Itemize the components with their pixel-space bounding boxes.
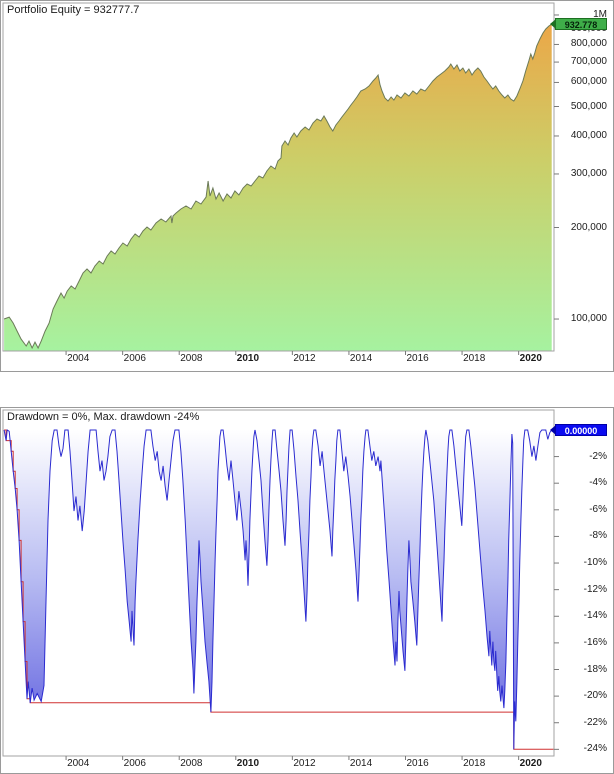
x-tick-label: 2020 bbox=[519, 758, 542, 769]
x-tick-label: 2012 bbox=[293, 758, 316, 769]
y-tick-label: 400,000 bbox=[570, 129, 607, 141]
plot-border bbox=[2, 2, 555, 352]
badge-arrow-icon bbox=[550, 19, 556, 29]
x-tick-label: 2010 bbox=[236, 353, 260, 364]
x-tick-label: 2018 bbox=[463, 353, 486, 364]
plot-border bbox=[2, 409, 555, 757]
x-tick-label: 2014 bbox=[349, 758, 373, 769]
drawdown-chart-panel: Drawdown = 0%, Max. drawdown -24% 0.0000… bbox=[0, 407, 614, 774]
x-tick-label: 2004 bbox=[67, 758, 90, 769]
y-tick-label: 100,000 bbox=[570, 313, 607, 325]
series-line bbox=[3, 429, 553, 750]
area-fill bbox=[4, 430, 552, 750]
y-tick-label: -2% bbox=[589, 450, 607, 462]
y-tick-label: -8% bbox=[589, 530, 607, 542]
equity-plot-svg bbox=[2, 2, 559, 355]
area-fill bbox=[4, 24, 552, 351]
y-tick-label: 300,000 bbox=[570, 167, 607, 179]
x-tick-label: 2008 bbox=[180, 758, 203, 769]
y-tick-label: -22% bbox=[583, 716, 607, 728]
equity-badge-label: 932.778 bbox=[564, 20, 598, 30]
drawdown-plot-svg bbox=[2, 409, 559, 760]
x-tick-label: 2016 bbox=[406, 353, 429, 364]
drawdown-badge-label: 0.00000 bbox=[564, 426, 598, 436]
series-line bbox=[3, 23, 552, 350]
x-tick-label: 2010 bbox=[236, 758, 260, 769]
equity-value-badge: 932.778 bbox=[550, 18, 607, 30]
x-tick-label: 2018 bbox=[463, 758, 486, 769]
y-tick-label: -12% bbox=[583, 583, 607, 595]
y-tick-label: -18% bbox=[583, 663, 607, 675]
x-tick-label: 2012 bbox=[293, 353, 316, 364]
x-tick-label: 2006 bbox=[123, 353, 146, 364]
y-tick-label: 200,000 bbox=[570, 221, 607, 233]
x-tick-label: 2014 bbox=[349, 353, 373, 364]
x-tick-label: 2020 bbox=[519, 353, 542, 364]
equity-chart-panel: Portfolio Equity = 932777.7 932.778 1M90… bbox=[0, 0, 614, 372]
drawdown-chart-title: Drawdown = 0%, Max. drawdown -24% bbox=[7, 411, 200, 423]
y-tick-label: -6% bbox=[589, 503, 607, 515]
equity-chart-title: Portfolio Equity = 932777.7 bbox=[7, 4, 140, 16]
x-tick-label: 2004 bbox=[67, 353, 90, 364]
y-tick-label: 700,000 bbox=[570, 56, 607, 68]
max-drawdown-line bbox=[4, 429, 554, 750]
y-tick-label: 1M bbox=[593, 8, 607, 20]
y-tick-label: -14% bbox=[583, 610, 607, 622]
y-tick-label: -20% bbox=[583, 690, 607, 702]
x-tick-label: 2006 bbox=[123, 758, 146, 769]
y-tick-label: -16% bbox=[583, 636, 607, 648]
y-tick-label: 800,000 bbox=[570, 38, 607, 50]
y-tick-label: -4% bbox=[589, 477, 607, 489]
y-tick-label: 500,000 bbox=[570, 100, 607, 112]
y-tick-label: -10% bbox=[583, 557, 607, 569]
x-tick-label: 2008 bbox=[180, 353, 203, 364]
drawdown-value-badge: 0.00000 bbox=[550, 424, 607, 436]
y-tick-label: -24% bbox=[583, 743, 607, 755]
x-tick-label: 2016 bbox=[406, 758, 429, 769]
y-tick-label: 600,000 bbox=[570, 76, 607, 88]
badge-arrow-icon bbox=[550, 425, 556, 435]
